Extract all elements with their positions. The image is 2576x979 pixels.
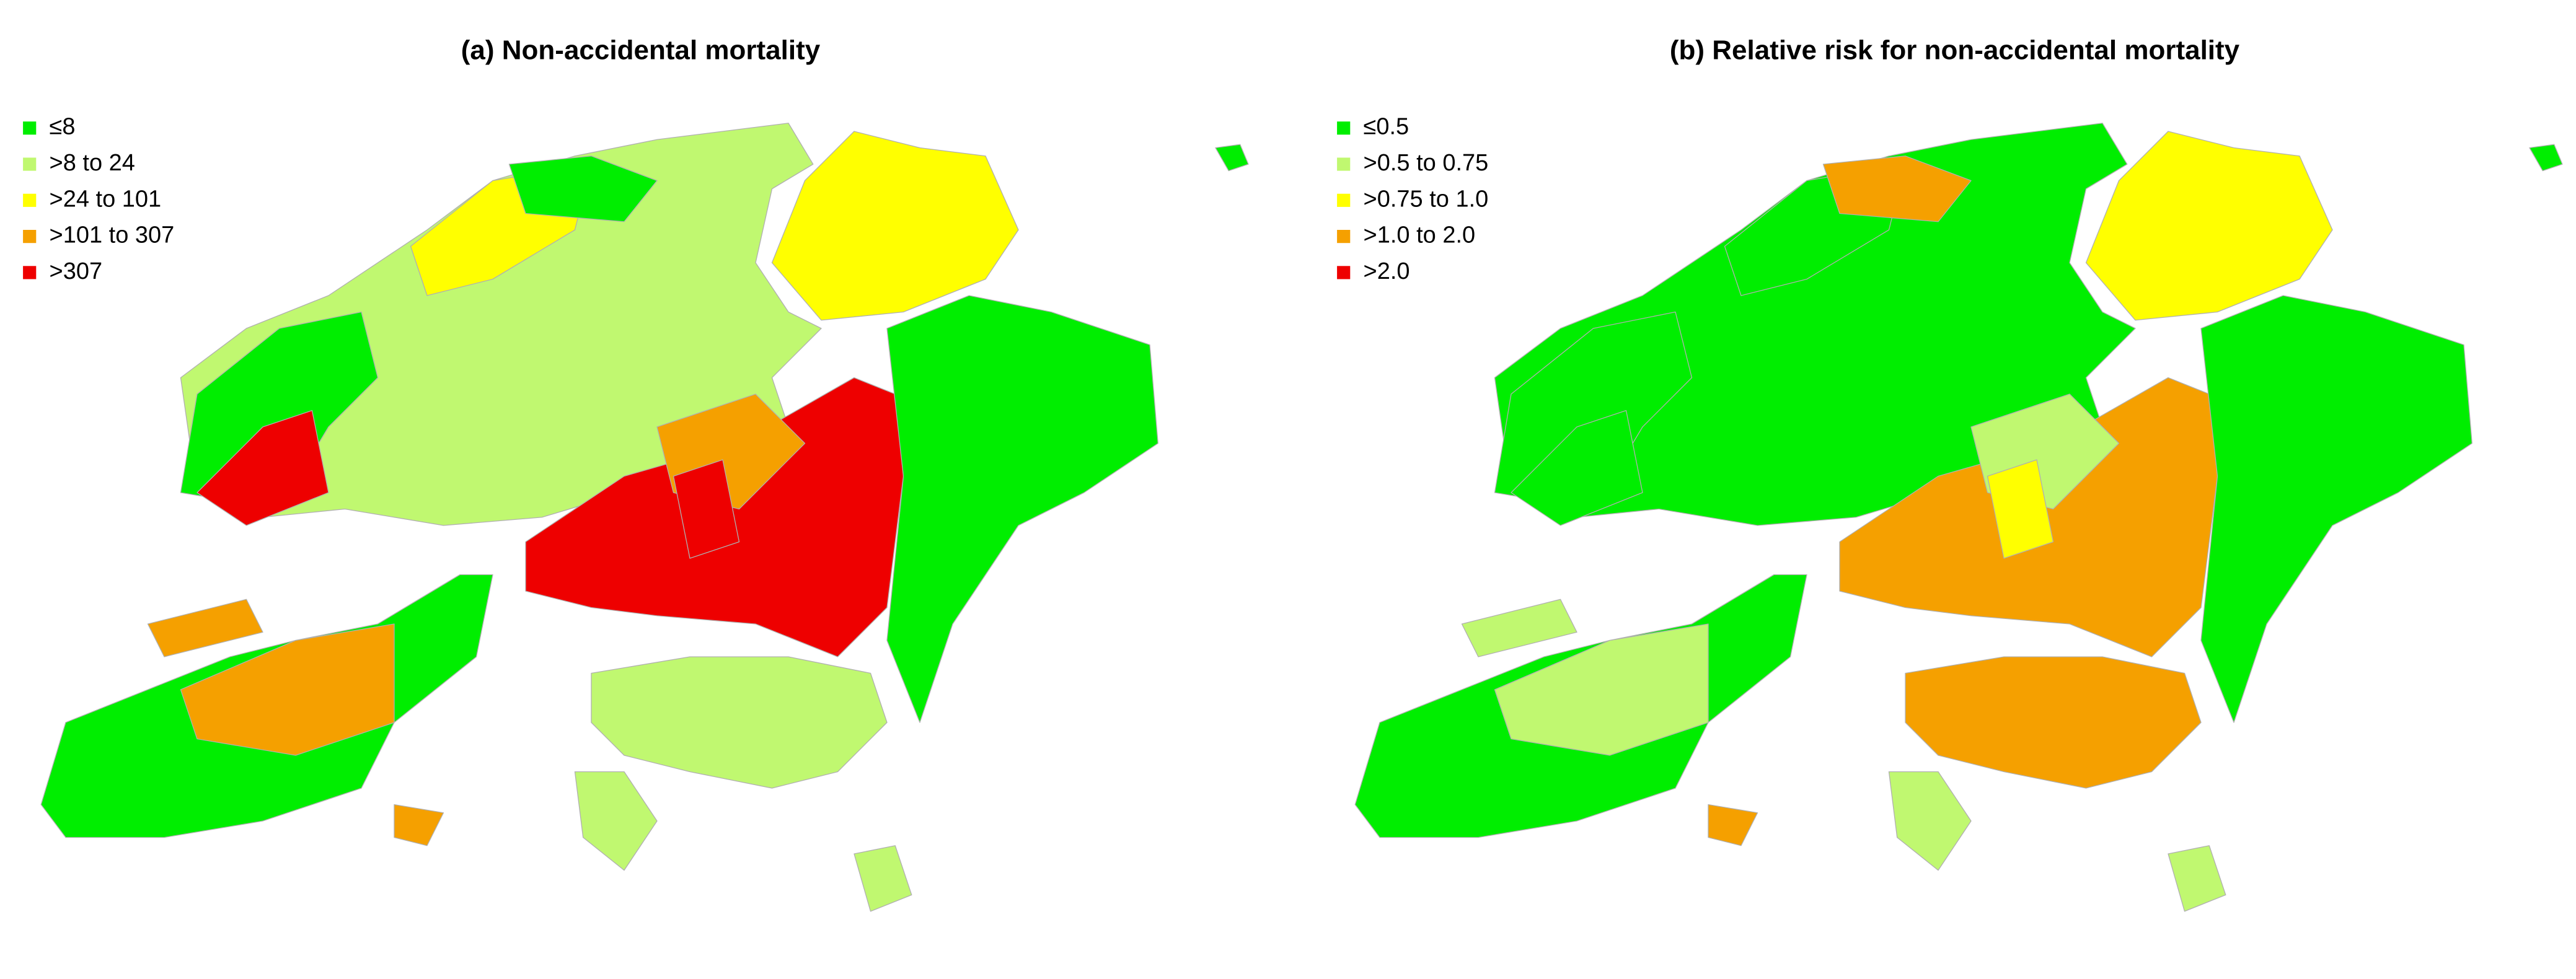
district: [1461, 599, 1577, 657]
panel-title: (b) Relative risk for non-accidental mor…: [1670, 35, 2240, 65]
district: [2168, 845, 2226, 912]
legend-label: >0.5 to 0.75: [1364, 150, 1489, 176]
legend-swatch: [1337, 230, 1351, 244]
district: [854, 845, 912, 912]
district: [771, 131, 1019, 321]
legend-swatch: [1337, 121, 1351, 135]
legend-swatch: [23, 266, 37, 279]
legend-label: >8 to 24: [50, 150, 135, 176]
legend-label: >24 to 101: [50, 186, 162, 212]
legend-swatch: [23, 121, 37, 135]
district: [508, 156, 658, 222]
district: [180, 123, 822, 526]
district: [1494, 623, 1709, 756]
legend-swatch: [1337, 266, 1351, 279]
panel-title: (a) Non-accidental mortality: [461, 35, 821, 65]
legend-swatch: [23, 230, 37, 244]
district: [591, 656, 888, 789]
district: [1888, 771, 1972, 871]
district: [2200, 295, 2472, 723]
district: [1494, 123, 2136, 526]
district: [1215, 144, 1249, 172]
legend-swatch: [1337, 157, 1351, 171]
legend-label: >2.0: [1364, 258, 1410, 284]
map: [1354, 123, 2563, 912]
legend-label: >0.75 to 1.0: [1364, 186, 1489, 212]
legend-label: ≤0.5: [1364, 114, 1409, 140]
district: [673, 459, 740, 559]
district: [886, 295, 1158, 723]
district: [196, 410, 329, 526]
map: [40, 123, 1249, 912]
district: [180, 623, 395, 756]
legend-swatch: [23, 157, 37, 171]
legend-label: >307: [50, 258, 103, 284]
district: [2529, 144, 2563, 172]
legend-label: >1.0 to 2.0: [1364, 222, 1476, 248]
district: [394, 804, 444, 846]
district: [1511, 410, 1643, 526]
district: [1987, 459, 2054, 559]
map-panel: (a) Non-accidental mortality ≤8 >8 to 24 >2…: [23, 35, 1249, 912]
legend-swatch: [23, 193, 37, 207]
district: [574, 771, 658, 871]
district: [147, 599, 263, 657]
legend-label: >101 to 307: [50, 222, 175, 248]
legend-swatch: [1337, 193, 1351, 207]
district: [1822, 156, 1972, 222]
legend-label: ≤8: [50, 114, 76, 140]
map-panel: (b) Relative risk for non-accidental mor…: [1337, 35, 2563, 912]
district: [1905, 656, 2202, 789]
district: [2085, 131, 2333, 321]
district: [1708, 804, 1758, 846]
